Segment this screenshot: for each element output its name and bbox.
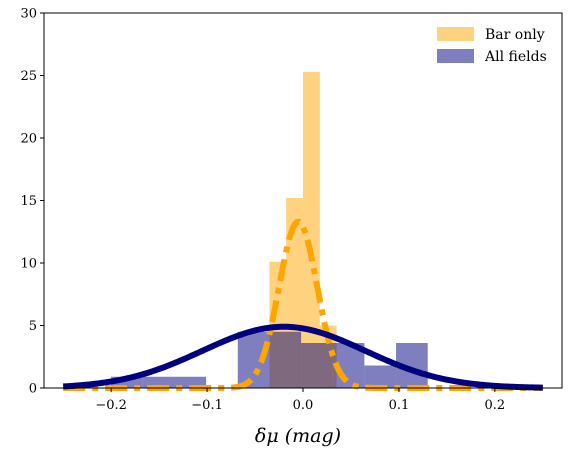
x-tick-label: −0.1 xyxy=(191,398,223,413)
y-tick-label: 25 xyxy=(20,69,37,84)
histogram-bar xyxy=(364,365,397,388)
legend: Bar only All fields xyxy=(437,27,547,65)
legend-swatch xyxy=(437,49,474,63)
legend-label: Bar only xyxy=(485,27,545,43)
histogram-bar xyxy=(174,376,207,388)
legend-label: All fields xyxy=(484,49,547,65)
fit-curve xyxy=(63,323,543,391)
histogram-bar xyxy=(142,376,175,388)
y-tick-label: 20 xyxy=(20,132,37,147)
y-tick-label: 10 xyxy=(20,257,37,272)
axes: −0.2 −0.1 0.0 0.1 0.2 0 5 10 15 20 25 30 xyxy=(20,7,563,413)
x-tick-label: 0.2 xyxy=(485,398,506,413)
x-tick-label: 0.1 xyxy=(389,398,410,413)
histogram-bar xyxy=(303,71,320,388)
x-tick-label: 0.0 xyxy=(293,398,314,413)
histogram-bar xyxy=(269,331,302,388)
x-axis-label: δμ (mag) xyxy=(255,425,341,447)
histogram-bar xyxy=(111,376,143,388)
x-tick-label: −0.2 xyxy=(95,398,127,413)
y-tick-label: 15 xyxy=(20,194,37,209)
plot-area xyxy=(63,71,543,391)
y-tick-label: 0 xyxy=(29,382,37,397)
legend-swatch xyxy=(437,27,474,41)
y-tick-label: 30 xyxy=(20,7,37,22)
histogram-bar xyxy=(301,343,333,388)
y-tick-label: 5 xyxy=(29,319,37,334)
